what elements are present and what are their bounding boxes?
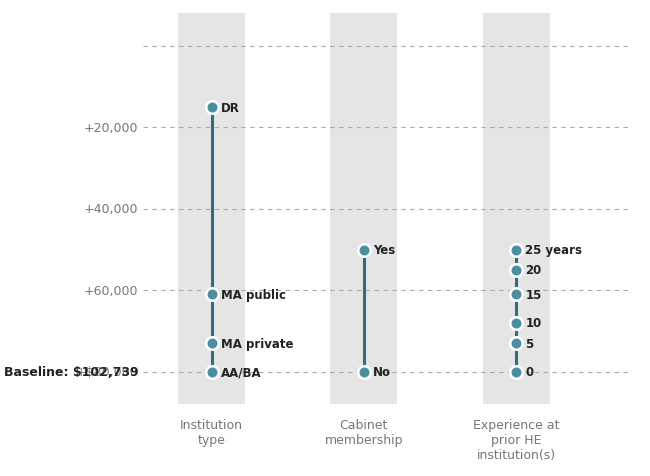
- Text: +20,000: +20,000: [84, 122, 138, 135]
- Text: Baseline: $102,739: Baseline: $102,739: [3, 366, 138, 378]
- Text: MA public: MA public: [221, 288, 286, 301]
- Text: 5: 5: [525, 337, 534, 350]
- Text: 15: 15: [525, 288, 541, 301]
- Text: No: No: [373, 366, 391, 378]
- Bar: [483, 14, 550, 405]
- Bar: [330, 14, 397, 405]
- Text: 10: 10: [525, 317, 541, 330]
- Text: MA private: MA private: [221, 337, 293, 350]
- Text: AA/BA: AA/BA: [221, 366, 261, 378]
- Text: 25 years: 25 years: [525, 244, 582, 257]
- Text: +40,000: +40,000: [84, 203, 138, 216]
- Bar: [178, 14, 245, 405]
- Text: +60,000: +60,000: [84, 284, 138, 297]
- Text: Yes: Yes: [373, 244, 395, 257]
- Text: 0: 0: [525, 366, 534, 378]
- Text: +$80,000: +$80,000: [75, 366, 138, 378]
- Text: 20: 20: [525, 264, 541, 277]
- Text: DR: DR: [221, 101, 240, 114]
